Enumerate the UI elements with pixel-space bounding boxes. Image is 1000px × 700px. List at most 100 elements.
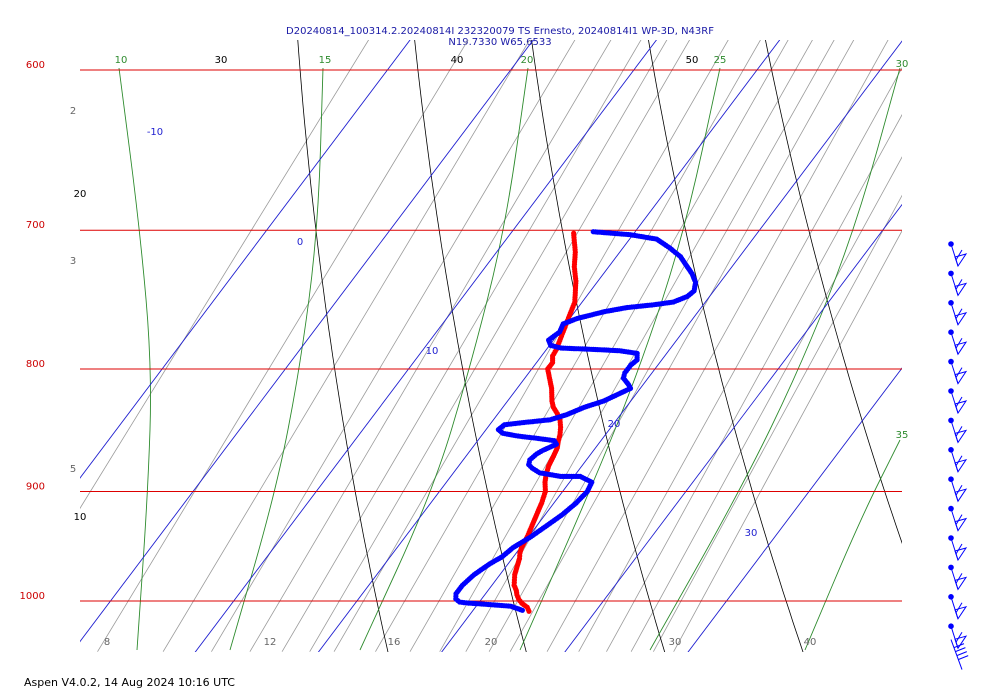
mixing-ratio-line bbox=[162, 40, 531, 652]
moist-adiabat-line bbox=[359, 67, 529, 651]
moist-adiabat-label: 35 bbox=[896, 430, 909, 441]
mixing-ratio-line bbox=[509, 40, 855, 652]
wind-barb bbox=[948, 300, 968, 326]
bottom-label: 12 bbox=[264, 637, 277, 648]
chart-subtitle: N19.7330 W65.6533 bbox=[448, 37, 551, 48]
isotherm-label: -10 bbox=[147, 127, 163, 138]
wind-barb bbox=[948, 270, 968, 297]
wind-barb-feather bbox=[956, 651, 967, 657]
wind-barb-pennant bbox=[954, 370, 968, 385]
wind-barb-pennant bbox=[954, 253, 968, 268]
wind-barb bbox=[948, 329, 968, 356]
isotherm-line bbox=[80, 40, 411, 479]
wind-barb-pennant bbox=[954, 605, 968, 620]
wind-barb-pennant bbox=[954, 458, 968, 473]
wind-barb-pennant bbox=[954, 517, 968, 532]
dry-adiabat-line bbox=[765, 40, 902, 545]
mixing-ratio-label: 2 bbox=[70, 106, 76, 117]
wind-barb-feather bbox=[955, 647, 966, 653]
pressure-label: 700 bbox=[26, 220, 45, 231]
mixing-ratio-line bbox=[409, 40, 761, 652]
wind-barb-feather bbox=[955, 514, 963, 525]
pressure-label: 1000 bbox=[20, 591, 45, 602]
mixing-ratio-line bbox=[333, 40, 690, 652]
wind-barb-pennant bbox=[954, 488, 968, 503]
moist-adiabat-line bbox=[649, 67, 901, 651]
mixing-ratio-line bbox=[80, 40, 370, 510]
pressure-label: 900 bbox=[26, 481, 45, 492]
wind-barb-pennant bbox=[954, 429, 968, 444]
mixing-ratio-line bbox=[578, 67, 902, 652]
wind-barb-feather bbox=[955, 396, 963, 408]
dry-adiabat-line bbox=[531, 40, 666, 652]
pressure-label: 600 bbox=[26, 60, 45, 71]
wind-barb-pennant bbox=[954, 282, 968, 297]
wind-barb-pennant bbox=[954, 635, 968, 650]
wind-barb-feather bbox=[955, 308, 963, 320]
wind-barb-feather bbox=[955, 484, 963, 496]
mixing-ratio-line bbox=[606, 114, 902, 652]
mixing-ratio-line bbox=[249, 40, 612, 652]
wind-barb-feather bbox=[955, 455, 963, 467]
isotherm-label: 30 bbox=[745, 528, 758, 539]
wind-barb bbox=[948, 594, 968, 620]
mixing-ratio-label: 5 bbox=[70, 464, 76, 475]
mixing-ratio-line bbox=[630, 156, 902, 652]
wind-barb bbox=[948, 358, 968, 385]
moist-adiabat-line bbox=[804, 439, 901, 651]
isotherm-line bbox=[687, 367, 902, 652]
wind-barb-feather bbox=[955, 337, 963, 349]
isotherm-line bbox=[441, 40, 902, 652]
mixing-ratio-line bbox=[546, 40, 889, 652]
wind-barb-feather bbox=[955, 279, 963, 290]
dry-adiabat-label: 20 bbox=[74, 189, 87, 200]
bottom-label: 40 bbox=[804, 637, 817, 648]
wind-barb-pennant bbox=[954, 576, 968, 591]
moist-adiabat-label: 15 bbox=[319, 55, 332, 66]
wind-barb bbox=[948, 564, 968, 591]
bottom-label: 20 bbox=[485, 637, 498, 648]
wind-barb bbox=[948, 388, 968, 415]
wind-barb-feather bbox=[955, 249, 963, 261]
mixing-ratio-line bbox=[439, 40, 789, 652]
isotherm-line bbox=[194, 40, 657, 652]
pressure-label: 800 bbox=[26, 359, 45, 370]
top-label: 50 bbox=[686, 55, 699, 66]
mixing-ratio-line bbox=[653, 194, 902, 652]
wind-barb bbox=[948, 623, 968, 650]
dry-adiabat-line bbox=[297, 40, 389, 652]
wind-barb-feather bbox=[955, 426, 963, 437]
moist-adiabat-line bbox=[118, 67, 151, 651]
bottom-label: 30 bbox=[669, 637, 682, 648]
wind-barb bbox=[948, 447, 968, 473]
isotherm-line bbox=[564, 203, 902, 652]
mixing-ratio-line bbox=[97, 40, 469, 652]
wind-barb bbox=[948, 535, 968, 562]
dry-adiabat-label: 10 bbox=[74, 512, 87, 523]
wind-barb bbox=[948, 417, 968, 444]
wind-barb-staff bbox=[950, 639, 963, 670]
wind-barb bbox=[948, 476, 968, 503]
wind-barb-pennant bbox=[954, 400, 968, 415]
wind-barb-feather bbox=[955, 631, 963, 643]
isotherm-label: 0 bbox=[297, 237, 303, 248]
wind-barb-pennant bbox=[954, 547, 968, 562]
isotherm-line bbox=[80, 40, 534, 643]
wind-barb-feather bbox=[955, 543, 963, 555]
isotherm-label: 20 bbox=[608, 419, 621, 430]
moist-adiabat-label: 30 bbox=[896, 59, 909, 70]
moist-adiabat-line bbox=[229, 67, 324, 651]
wind-barb-feather bbox=[955, 602, 963, 614]
wind-barb-pennant bbox=[954, 311, 968, 326]
dry-adiabat-line bbox=[648, 40, 804, 652]
mixing-ratio-line bbox=[309, 40, 668, 652]
mixing-ratio-line bbox=[211, 40, 576, 652]
wind-barb-feather bbox=[953, 643, 965, 649]
moist-adiabat-label: 25 bbox=[714, 55, 727, 66]
moist-adiabat-label: 10 bbox=[115, 55, 128, 66]
wind-barb-feather bbox=[958, 655, 969, 661]
wind-barb-feather bbox=[955, 573, 963, 584]
wind-barb bbox=[950, 639, 969, 670]
wind-barb-feather bbox=[955, 367, 963, 378]
